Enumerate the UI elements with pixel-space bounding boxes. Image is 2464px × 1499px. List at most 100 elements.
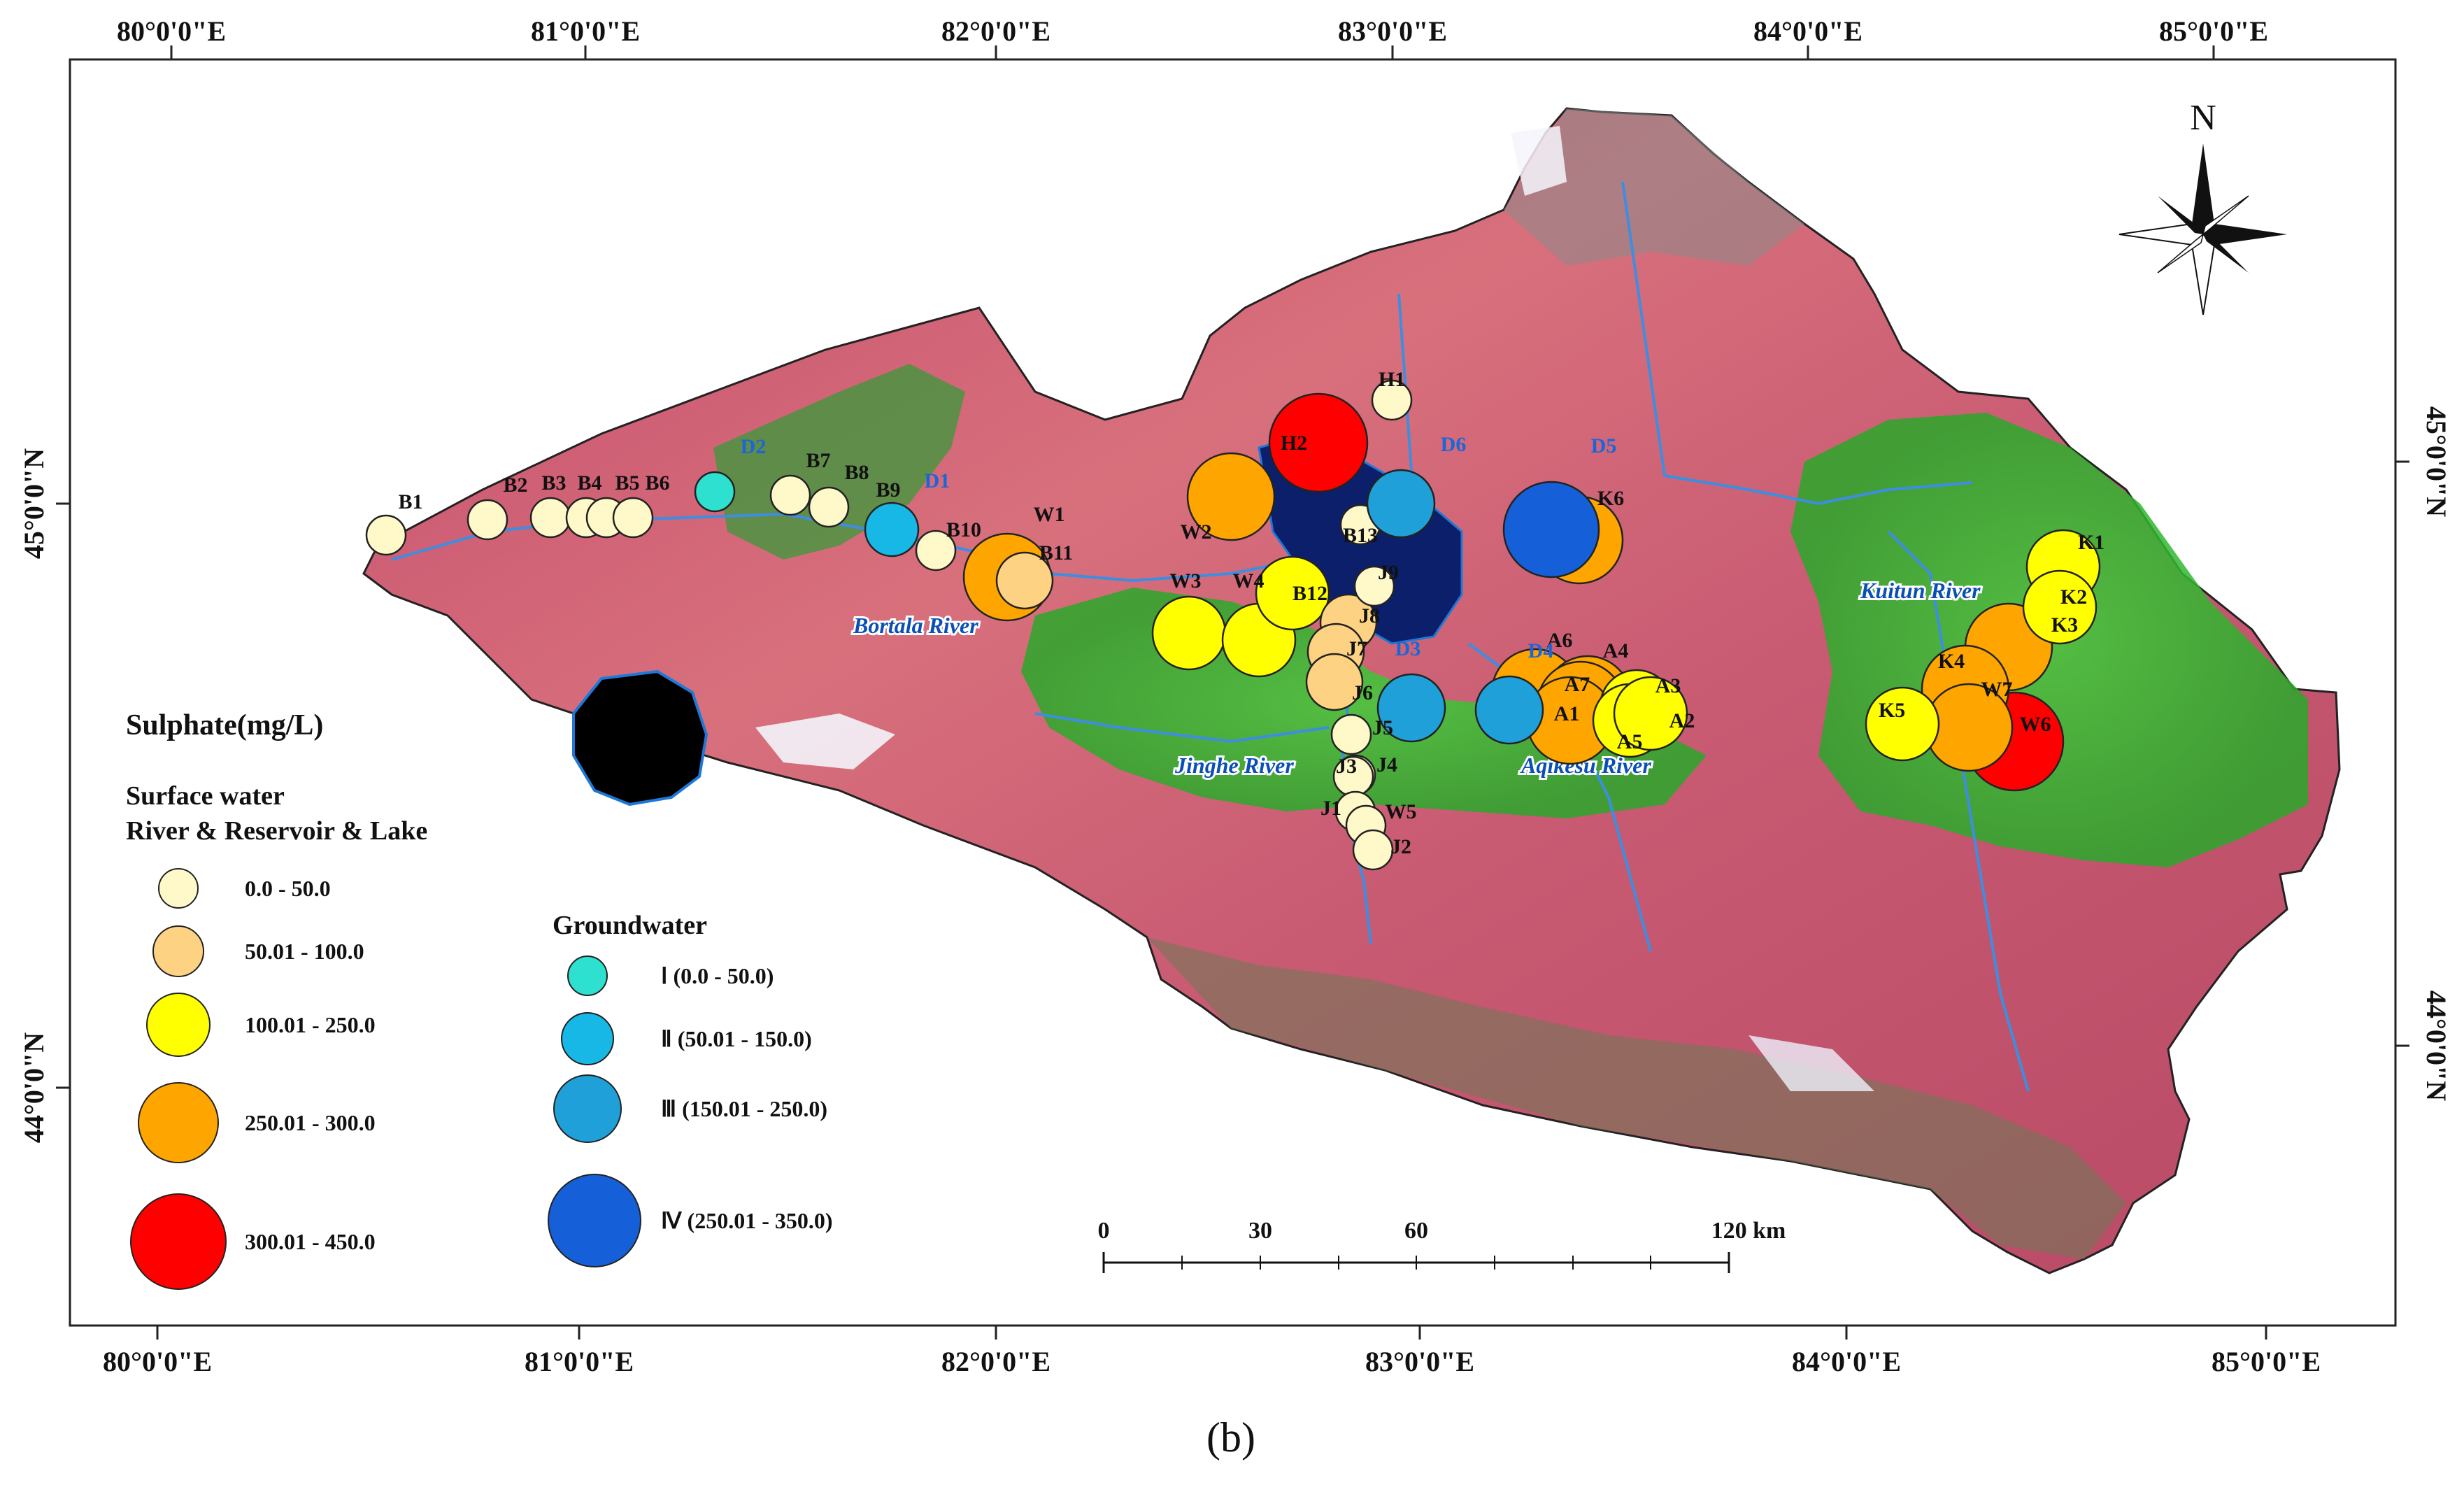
top-lon-label: 83°0'0"E — [1338, 15, 1447, 47]
legend-surface-label: 100.01 - 250.0 — [245, 1012, 376, 1037]
surface-site-marker — [1371, 379, 1413, 421]
top-lon-label: 85°0'0"E — [2159, 15, 2268, 47]
surface-site-label: H1 — [1379, 368, 1405, 391]
groundwater-site-marker — [1502, 481, 1600, 578]
surface-site-label: W4 — [1233, 569, 1265, 592]
river-label: Bortala River — [853, 613, 978, 638]
legend-surface-swatch — [130, 1193, 227, 1290]
left-latitude-axis: 45°0'0"N 44°0'0"N — [18, 448, 70, 1143]
legend-surface-label: 0.0 - 50.0 — [245, 876, 331, 901]
legend-surface-label: 300.01 - 450.0 — [245, 1229, 376, 1254]
surface-site-label: K1 — [2078, 531, 2105, 554]
groundwater-site-marker — [1376, 673, 1446, 743]
surface-site-marker — [1352, 829, 1394, 871]
surface-site-label: J3 — [1336, 755, 1357, 778]
legend-surface-swatch — [158, 868, 199, 909]
scale-tick-label: 60 — [1404, 1218, 1428, 1244]
surface-site-label: H2 — [1281, 432, 1307, 455]
right-latitude-axis: 45°0'0"N 44°0'0"N — [2395, 406, 2452, 1101]
legend-surface-swatch — [146, 993, 211, 1057]
surface-site-label: B8 — [844, 461, 869, 484]
river-kuitun — [1887, 530, 2030, 1092]
surface-site-marker — [1613, 676, 1688, 751]
vegetation-patch-west — [713, 364, 965, 560]
legend-groundwater-label: Ⅱ (50.01 - 150.0) — [661, 1026, 812, 1051]
surface-site-label: K3 — [2051, 613, 2078, 637]
surface-site-label: W6 — [2020, 713, 2051, 736]
river-central-link — [1034, 712, 1330, 744]
bottom-lon-label: 81°0'0"E — [525, 1346, 634, 1377]
top-lon-label: 82°0'0"E — [941, 15, 1051, 47]
surface-site-label: A4 — [1603, 639, 1629, 662]
top-lon-label: 81°0'0"E — [531, 15, 640, 47]
surface-site-label: B10 — [946, 518, 981, 541]
legend-surface-label: 50.01 - 100.0 — [245, 939, 364, 964]
surface-site-label: B12 — [1292, 582, 1327, 605]
snow-patch-3 — [1749, 1035, 1874, 1091]
surface-site-marker — [1330, 713, 1372, 755]
site-labels: B1 B2 B3 B4 B5 B6 B7 B8 B9 B10 B11 W1 W2 W3 W4 B12 H1 H2 B… — [398, 368, 2105, 858]
top-longitude-axis: 80°0'0"E 81°0'0"E 82°0'0"E 83°0'0"E 84°0… — [117, 15, 2268, 59]
surface-site-label: J6 — [1352, 681, 1373, 704]
bottom-lon-label: 80°0'0"E — [103, 1346, 212, 1377]
surface-site-marker — [1305, 653, 1364, 711]
surface-site-marker — [915, 530, 957, 571]
surface-site-label: A5 — [1617, 730, 1643, 753]
groundwater-site-label: D6 — [1441, 433, 1467, 456]
surface-site-marker — [1353, 565, 1395, 607]
surface-site-marker — [529, 497, 571, 539]
surface-site-label: J4 — [1376, 753, 1397, 776]
surface-site-label: B11 — [1039, 541, 1073, 564]
surface-site-label: B9 — [876, 478, 900, 502]
surface-site-label: B1 — [398, 490, 422, 513]
scale-tick-label: 0 — [1098, 1218, 1110, 1244]
groundwater-sites — [694, 469, 1600, 745]
legend-groundwater-title: Groundwater — [553, 911, 707, 940]
legend-groundwater-swatch — [553, 1074, 622, 1143]
surface-site-marker — [769, 474, 811, 516]
bottom-lon-label: 84°0'0"E — [1792, 1346, 1901, 1377]
groundwater-site-label: D3 — [1395, 637, 1421, 660]
surface-site-label: A3 — [1655, 674, 1681, 697]
surface-site-label: J8 — [1359, 604, 1380, 627]
surface-site-label: B7 — [806, 449, 830, 472]
surface-site-marker — [467, 499, 508, 541]
surface-site-marker — [365, 514, 407, 556]
surface-site-marker — [808, 486, 850, 528]
groundwater-site-marker — [1366, 469, 1436, 539]
right-lat-label: 44°0'0"N — [2421, 990, 2452, 1101]
surface-water-sites — [365, 379, 2101, 871]
surface-site-label: A6 — [1547, 629, 1573, 652]
surface-site-label: K4 — [1938, 650, 1965, 673]
legend-groundwater-label: Ⅲ (150.01 - 250.0) — [661, 1096, 827, 1121]
mountain-range-south — [1147, 937, 2126, 1259]
surface-site-marker — [2022, 569, 2098, 645]
snow-patch-2 — [1511, 126, 1567, 196]
surface-site-label: B3 — [541, 471, 566, 495]
bottom-longitude-axis: 80°0'0"E 81°0'0"E 82°0'0"E 83°0'0"E 84°0… — [103, 1326, 2321, 1377]
surface-site-label: J7 — [1346, 637, 1367, 660]
surface-site-marker — [1865, 686, 1940, 762]
surface-site-label: K5 — [1879, 699, 1905, 722]
river-label: Kuitun River — [1860, 578, 1981, 603]
groundwater-site-marker — [694, 471, 736, 513]
groundwater-site-label: D1 — [925, 469, 950, 492]
north-label: N — [2190, 98, 2216, 138]
surface-site-label: K2 — [2060, 585, 2087, 609]
bottom-lon-label: 82°0'0"E — [941, 1346, 1051, 1377]
legend-title: Sulphate(mg/L) — [126, 709, 323, 741]
groundwater-site-marker — [864, 502, 920, 557]
bottom-lon-label: 85°0'0"E — [2212, 1346, 2321, 1377]
surface-site-label: W5 — [1386, 800, 1417, 823]
surface-site-label: B6 — [645, 471, 669, 495]
surface-site-label: J9 — [1378, 561, 1399, 584]
scale-tick-label: 120 km — [1711, 1218, 1786, 1244]
surface-site-label: B4 — [577, 471, 601, 495]
surface-site-label: J2 — [1390, 835, 1411, 858]
surface-site-marker — [1268, 392, 1369, 493]
groundwater-site-label: D2 — [741, 435, 767, 458]
surface-site-label: A7 — [1565, 673, 1590, 696]
surface-site-marker — [995, 551, 1054, 610]
legend-groundwater-swatch — [567, 955, 608, 996]
legend-surface-label: 250.01 - 300.0 — [245, 1110, 376, 1135]
